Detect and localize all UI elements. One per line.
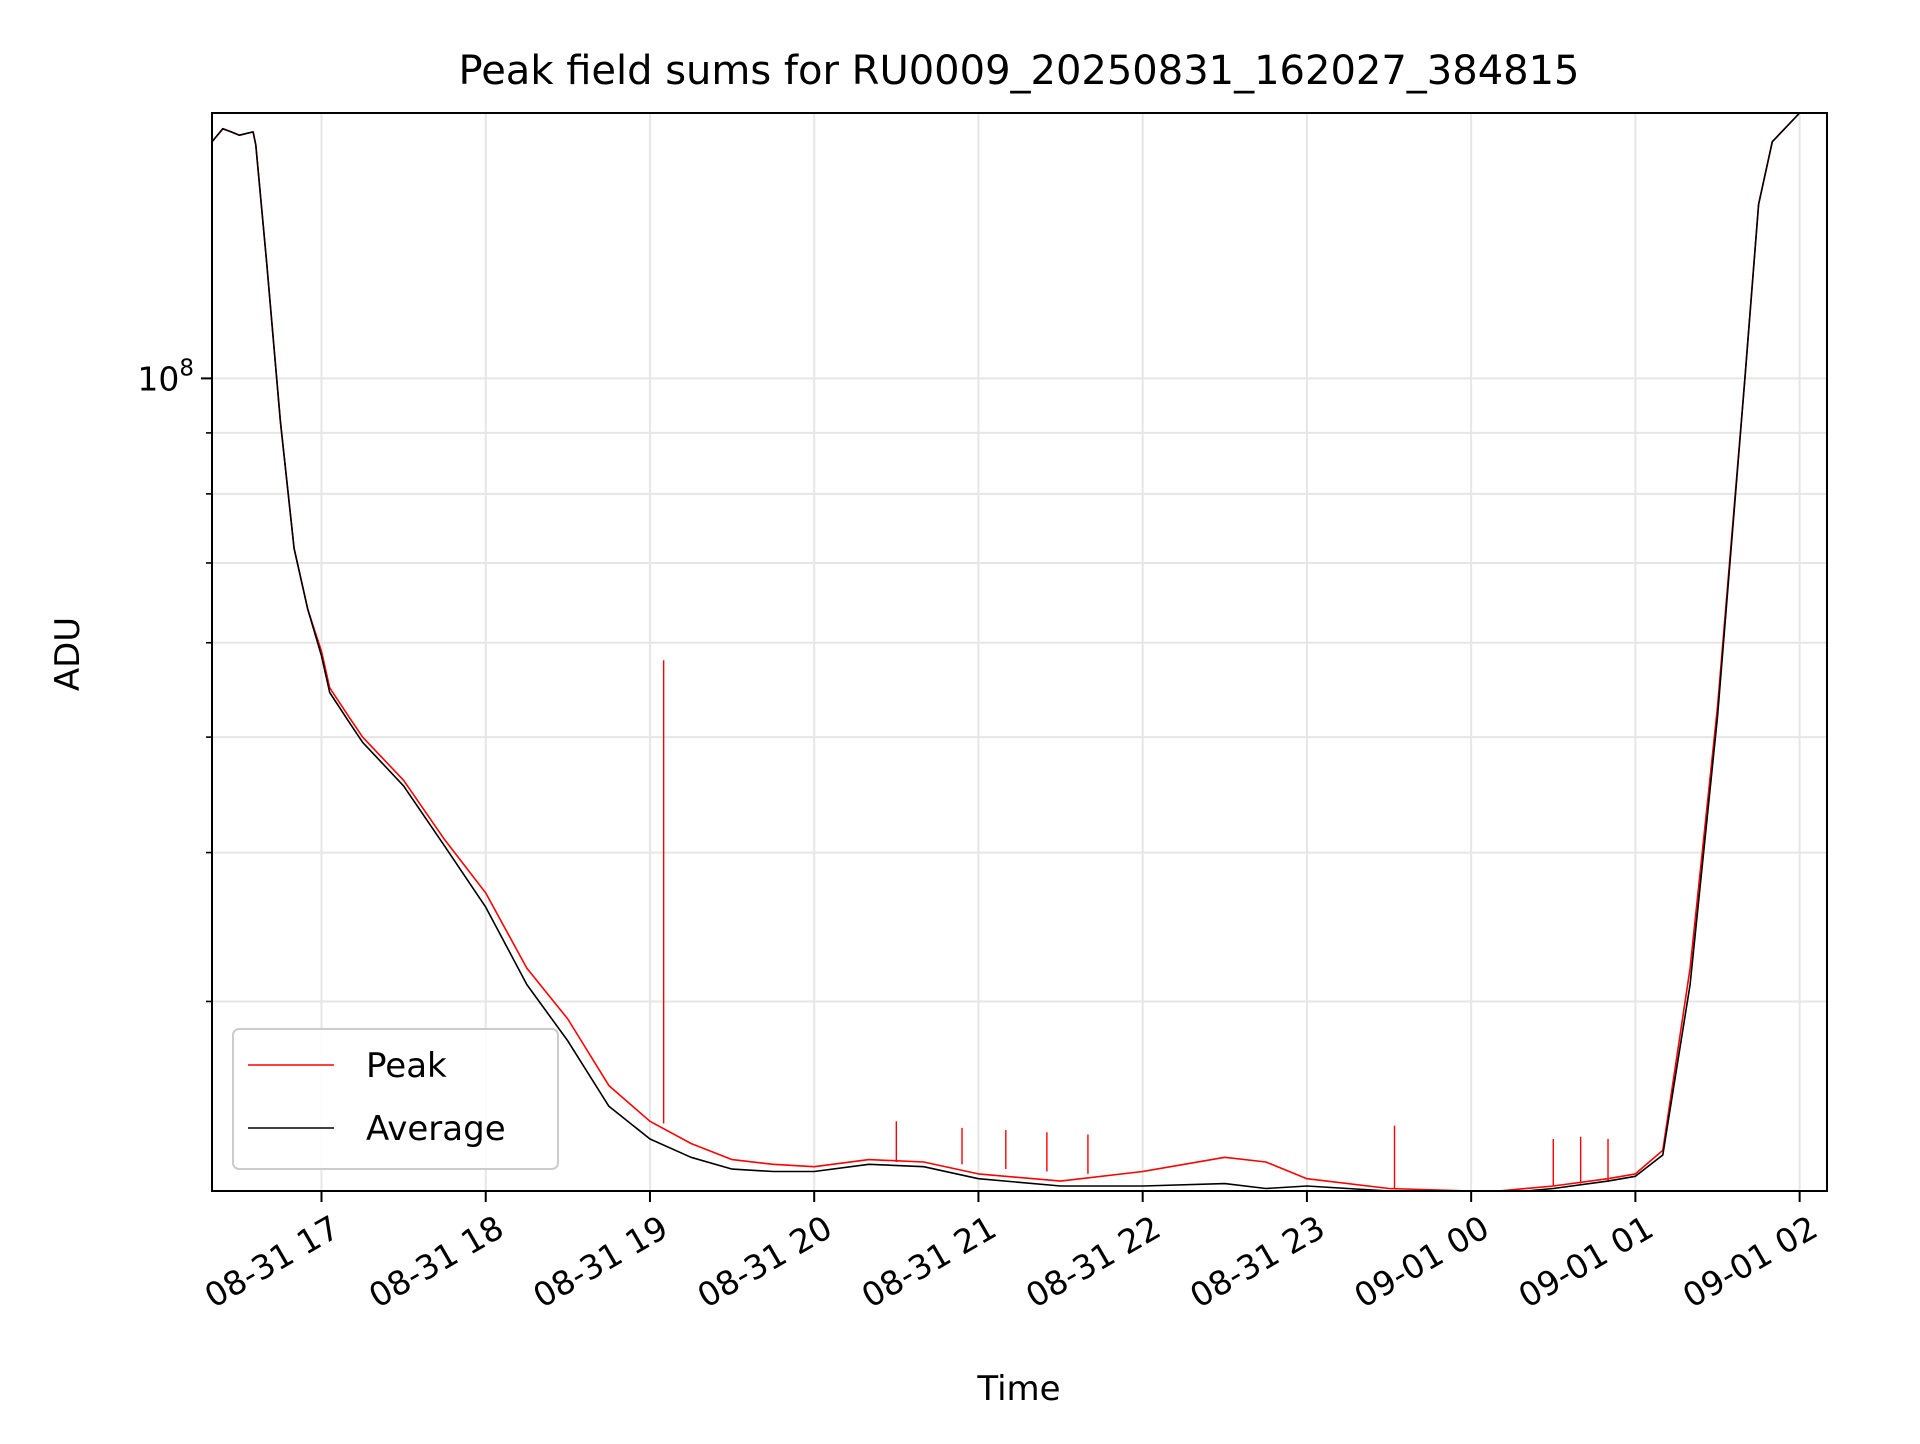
legend: Peak Average [232,1028,559,1170]
series-line-average [212,113,1801,1191]
y-axis: 108 [137,355,212,1003]
legend-box [232,1028,559,1170]
legend-label-average: Average [366,1109,506,1149]
chart-title: Peak field sums for RU0009_20250831_1620… [459,48,1580,94]
x-tick-label: 08-31 20 [691,1208,839,1316]
x-tick-label: 08-31 23 [1183,1208,1331,1316]
plot-area [212,113,1801,1191]
grid [212,113,1827,1191]
x-tick-label: 08-31 17 [198,1208,346,1316]
legend-label-peak: Peak [366,1046,447,1086]
series-layer [212,113,1801,1191]
y-tick-label: 108 [137,355,194,398]
x-tick-label: 08-31 19 [526,1208,674,1316]
y-tick-label-exponent: 8 [179,355,194,381]
y-axis-label: ADU [48,617,88,691]
x-axis-label: Time [976,1369,1060,1409]
x-tick-label: 08-31 22 [1019,1208,1167,1316]
y-tick-label-base: 10 [137,359,179,398]
x-axis: 08-31 17 08-31 18 08-31 19 08-31 20 08-31 21… [198,1191,1824,1316]
x-tick-label: 09-01 00 [1348,1208,1496,1316]
x-tick-label: 09-01 01 [1512,1208,1660,1316]
x-tick-label: 08-31 21 [855,1208,1003,1316]
axes-frame [211,112,1828,1192]
x-tick-label: 09-01 02 [1676,1208,1824,1316]
x-tick-label: 08-31 18 [362,1208,510,1316]
